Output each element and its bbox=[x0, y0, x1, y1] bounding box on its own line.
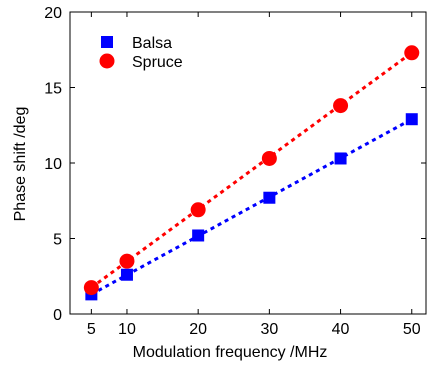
point-spruce bbox=[83, 280, 99, 296]
axis-ticks bbox=[70, 11, 426, 315]
x-tick-label: 30 bbox=[260, 321, 278, 338]
fit-line-spruce bbox=[90, 51, 413, 289]
legend: Balsa Spruce bbox=[99, 35, 183, 71]
point-balsa bbox=[192, 229, 205, 242]
point-spruce bbox=[404, 45, 420, 61]
x-tick-label: 20 bbox=[189, 321, 207, 338]
y-tick-label: 15 bbox=[44, 81, 62, 98]
x-tick-label: 10 bbox=[118, 321, 136, 338]
fit-line-balsa bbox=[90, 117, 413, 296]
legend-label-balsa: Balsa bbox=[132, 35, 172, 52]
point-spruce bbox=[261, 150, 277, 166]
y-tick-label: 0 bbox=[53, 307, 62, 324]
point-balsa bbox=[263, 191, 276, 204]
point-spruce bbox=[119, 253, 135, 269]
y-axis-label: Phase shift /deg bbox=[12, 107, 29, 222]
point-balsa bbox=[405, 113, 418, 126]
point-balsa bbox=[120, 268, 133, 281]
x-tick-label: 40 bbox=[332, 321, 350, 338]
data-markers bbox=[83, 45, 420, 301]
y-tick-label: 5 bbox=[53, 232, 62, 249]
x-axis-label: Modulation frequency /MHz bbox=[133, 344, 328, 361]
y-tick-label: 10 bbox=[44, 156, 62, 173]
point-balsa bbox=[334, 152, 347, 165]
y-tick-label: 20 bbox=[44, 5, 62, 22]
legend-marker-balsa bbox=[101, 36, 113, 48]
legend-marker-spruce bbox=[99, 53, 115, 69]
x-tick-label: 50 bbox=[403, 321, 421, 338]
point-spruce bbox=[190, 202, 206, 218]
plot-area-frame bbox=[69, 11, 427, 315]
tick-labels: 5 10 20 30 40 50 0 5 10 15 20 bbox=[44, 5, 421, 338]
point-spruce bbox=[333, 98, 349, 114]
fit-lines bbox=[90, 51, 413, 296]
x-tick-label: 5 bbox=[87, 321, 96, 338]
legend-label-spruce: Spruce bbox=[132, 54, 183, 71]
